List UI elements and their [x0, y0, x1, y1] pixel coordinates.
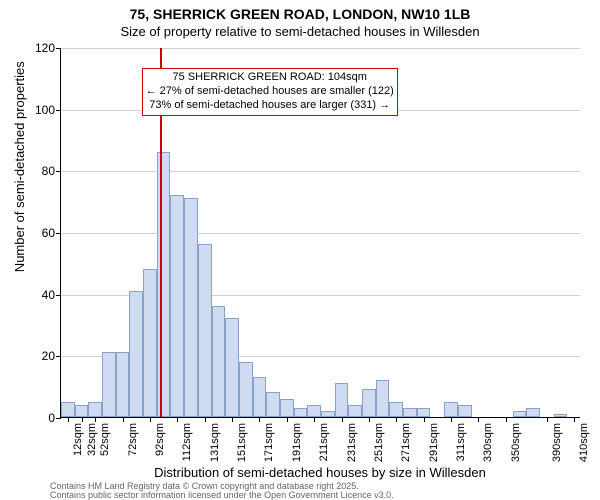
plot-area: 02040608010012012sqm32sqm52sqm72sqm92sqm…	[60, 48, 580, 418]
histogram-bar	[143, 269, 157, 417]
histogram-bar	[212, 306, 226, 417]
xtick-mark	[95, 417, 96, 422]
xtick-label: 311sqm	[455, 423, 467, 461]
xtick-label: 390sqm	[551, 423, 563, 462]
annotation-line: 75 SHERRICK GREEN ROAD: 104sqm	[146, 71, 394, 85]
ytick-mark	[56, 295, 61, 296]
ytick-label: 80	[42, 164, 55, 178]
gridline	[61, 171, 580, 172]
histogram-bar	[225, 318, 239, 417]
histogram-bar	[266, 392, 280, 417]
ytick-mark	[56, 356, 61, 357]
xtick-mark	[177, 417, 178, 422]
ytick-mark	[56, 48, 61, 49]
xtick-label: 92sqm	[154, 423, 166, 456]
histogram-bar	[184, 198, 198, 417]
xtick-label: 32sqm	[86, 423, 98, 456]
xtick-label: 191sqm	[291, 423, 303, 462]
footer-copyright-2: Contains public sector information licen…	[50, 490, 394, 500]
chart-title: 75, SHERRICK GREEN ROAD, LONDON, NW10 1L…	[0, 6, 600, 22]
xtick-label: 72sqm	[127, 423, 139, 456]
histogram-bar	[458, 405, 472, 417]
xtick-label: 171sqm	[263, 423, 275, 462]
y-axis-label: Number of semi-detached properties	[12, 61, 27, 272]
histogram-bar	[102, 352, 116, 417]
histogram-bar	[348, 405, 362, 417]
histogram-bar	[554, 414, 568, 417]
xtick-mark	[506, 417, 507, 422]
histogram-bar	[253, 377, 267, 417]
xtick-mark	[150, 417, 151, 422]
xtick-mark	[205, 417, 206, 422]
chart-subtitle: Size of property relative to semi-detach…	[0, 24, 600, 39]
xtick-label: 112sqm	[181, 423, 193, 461]
xtick-mark	[68, 417, 69, 422]
ytick-label: 120	[35, 41, 55, 55]
histogram-bar	[129, 291, 143, 417]
histogram-bar	[239, 362, 253, 418]
x-axis-label: Distribution of semi-detached houses by …	[60, 465, 580, 480]
histogram-bar	[444, 402, 458, 417]
histogram-bar	[61, 402, 75, 417]
annotation-box: 75 SHERRICK GREEN ROAD: 104sqm← 27% of s…	[142, 68, 398, 115]
xtick-mark	[396, 417, 397, 422]
xtick-mark	[547, 417, 548, 422]
ytick-label: 20	[42, 349, 55, 363]
xtick-label: 231sqm	[346, 423, 358, 462]
annotation-line: ← 27% of semi-detached houses are smalle…	[146, 85, 394, 99]
xtick-mark	[424, 417, 425, 422]
histogram-bar	[376, 380, 390, 417]
xtick-mark	[287, 417, 288, 422]
ytick-label: 100	[35, 103, 55, 117]
histogram-bar	[362, 389, 376, 417]
xtick-label: 151sqm	[236, 423, 248, 462]
histogram-bar	[294, 408, 308, 417]
histogram-bar	[170, 195, 184, 417]
xtick-mark	[369, 417, 370, 422]
ytick-mark	[56, 110, 61, 111]
xtick-label: 271sqm	[400, 423, 412, 462]
ytick-label: 0	[48, 411, 55, 425]
histogram-bar	[116, 352, 130, 417]
xtick-label: 330sqm	[482, 423, 494, 462]
histogram-bar	[198, 244, 212, 417]
xtick-mark	[82, 417, 83, 422]
xtick-label: 52sqm	[99, 423, 111, 456]
histogram-bar	[88, 402, 102, 417]
histogram-bar	[526, 408, 540, 417]
histogram-bar	[75, 405, 89, 417]
histogram-bar	[389, 402, 403, 417]
xtick-mark	[232, 417, 233, 422]
xtick-label: 291sqm	[428, 423, 440, 462]
gridline	[61, 48, 580, 49]
ytick-label: 60	[42, 226, 55, 240]
xtick-label: 251sqm	[373, 423, 385, 462]
ytick-label: 40	[42, 288, 55, 302]
xtick-label: 131sqm	[209, 423, 221, 462]
histogram-bar	[403, 408, 417, 417]
ytick-mark	[56, 418, 61, 419]
xtick-label: 410sqm	[578, 423, 590, 462]
xtick-mark	[574, 417, 575, 422]
xtick-label: 211sqm	[318, 423, 330, 461]
xtick-mark	[314, 417, 315, 422]
chart-container: 75, SHERRICK GREEN ROAD, LONDON, NW10 1L…	[0, 0, 600, 500]
xtick-label: 350sqm	[510, 423, 522, 462]
xtick-mark	[123, 417, 124, 422]
gridline	[61, 233, 580, 234]
histogram-bar	[280, 399, 294, 418]
ytick-mark	[56, 171, 61, 172]
histogram-bar	[307, 405, 321, 417]
xtick-mark	[478, 417, 479, 422]
xtick-mark	[451, 417, 452, 422]
ytick-mark	[56, 233, 61, 234]
xtick-mark	[342, 417, 343, 422]
histogram-bar	[513, 411, 527, 417]
histogram-bar	[417, 408, 431, 417]
xtick-mark	[259, 417, 260, 422]
histogram-bar	[321, 411, 335, 417]
histogram-bar	[335, 383, 349, 417]
annotation-line: 73% of semi-detached houses are larger (…	[146, 99, 394, 113]
xtick-label: 12sqm	[72, 423, 84, 456]
